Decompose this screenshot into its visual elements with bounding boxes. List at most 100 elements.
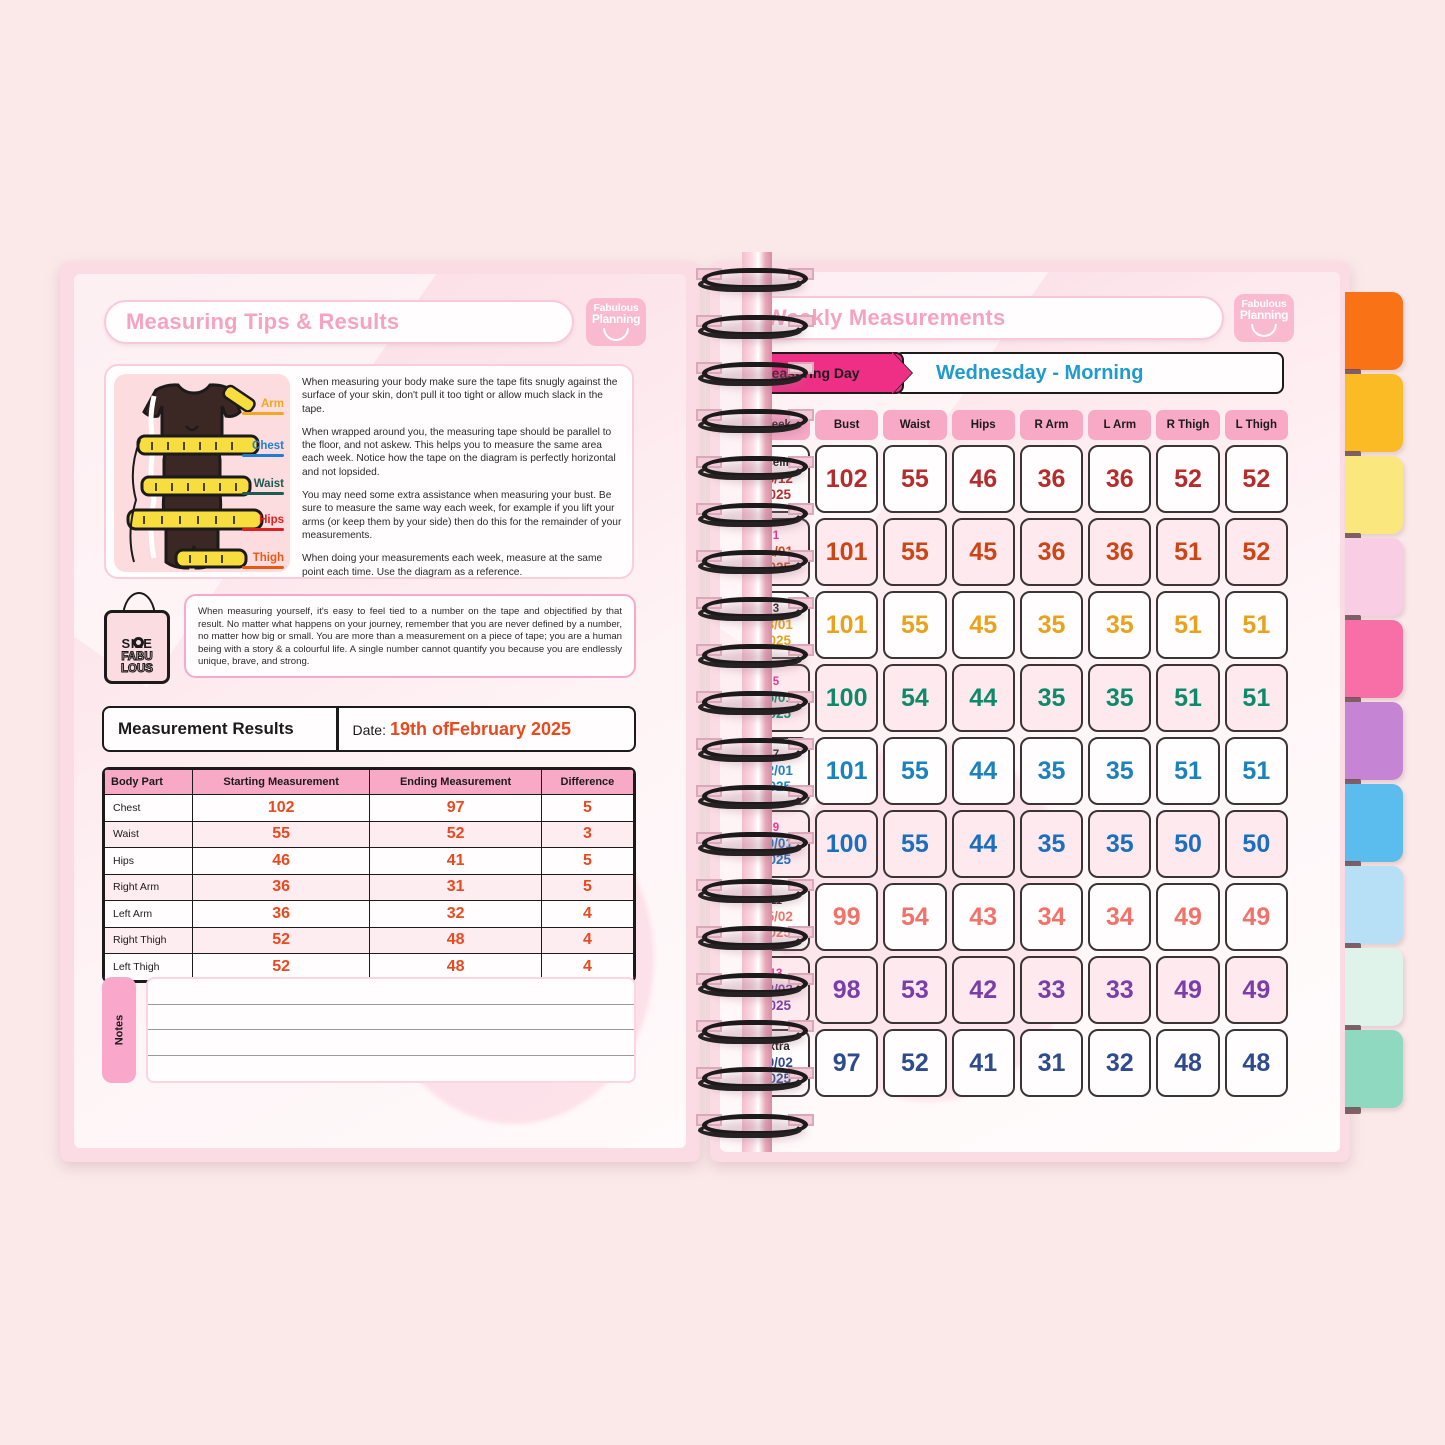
weekly-value-cell[interactable]: 48 [1224, 1029, 1288, 1097]
notes-line[interactable] [148, 979, 634, 1005]
results-start-value[interactable]: 55 [191, 820, 371, 848]
results-start-value[interactable]: 46 [191, 847, 371, 875]
weekly-value-cell[interactable]: 55 [883, 518, 947, 586]
weekly-value-cell[interactable]: 101 [815, 737, 879, 805]
results-diff-value[interactable]: 3 [540, 820, 634, 848]
weekly-value-cell[interactable]: 49 [1156, 883, 1220, 951]
weekly-value-cell[interactable]: 42 [951, 956, 1015, 1024]
weekly-value-cell[interactable]: 52 [1224, 518, 1288, 586]
weekly-value-cell[interactable]: 34 [1088, 883, 1152, 951]
weekly-value-cell[interactable]: 52 [883, 1029, 947, 1097]
weekly-value-cell[interactable]: 50 [1224, 810, 1288, 878]
weekly-value-cell[interactable]: 52 [1156, 445, 1220, 513]
results-diff-value[interactable]: 4 [540, 953, 634, 981]
weekly-value-cell[interactable]: 97 [815, 1029, 879, 1097]
weekly-value-cell[interactable]: 51 [1224, 664, 1288, 732]
weekly-value-cell[interactable]: 35 [1088, 664, 1152, 732]
weekly-value-cell[interactable]: 35 [1019, 591, 1084, 659]
results-end-value[interactable]: 31 [369, 873, 542, 901]
weekly-value-cell[interactable]: 55 [883, 810, 947, 878]
side-tab-5[interactable] [1345, 620, 1403, 704]
notes-line[interactable] [148, 1030, 634, 1056]
results-start-value[interactable]: 102 [191, 794, 371, 822]
side-tab-10[interactable] [1345, 1030, 1403, 1114]
results-diff-value[interactable]: 5 [540, 873, 634, 901]
weekly-value-cell[interactable]: 101 [815, 591, 879, 659]
weekly-value-cell[interactable]: 36 [1088, 445, 1152, 513]
weekly-value-cell[interactable]: 35 [1088, 591, 1152, 659]
weekly-value-cell[interactable]: 45 [951, 518, 1015, 586]
results-diff-value[interactable]: 5 [540, 847, 634, 875]
measuring-day-value-field[interactable]: Wednesday - Morning [894, 352, 1284, 394]
weekly-value-cell[interactable]: 35 [1019, 737, 1084, 805]
weekly-value-cell[interactable]: 49 [1156, 956, 1220, 1024]
weekly-value-cell[interactable]: 33 [1088, 956, 1152, 1024]
weekly-value-cell[interactable]: 33 [1019, 956, 1084, 1024]
weekly-value-cell[interactable]: 36 [1019, 445, 1084, 513]
results-diff-value[interactable]: 5 [540, 794, 634, 822]
side-tab-2[interactable] [1345, 374, 1403, 458]
results-end-value[interactable]: 32 [369, 900, 542, 928]
weekly-value-cell[interactable]: 35 [1019, 810, 1084, 878]
results-end-value[interactable]: 48 [369, 953, 542, 981]
weekly-value-cell[interactable]: 51 [1156, 591, 1220, 659]
side-tab-6[interactable] [1345, 702, 1403, 786]
measurement-date[interactable]: Date: 19th ofFebruary 2025 [339, 719, 572, 740]
results-diff-value[interactable]: 4 [540, 926, 634, 954]
side-tab-8[interactable] [1345, 866, 1403, 950]
side-tab-4[interactable] [1345, 538, 1403, 622]
weekly-value-cell[interactable]: 34 [1019, 883, 1084, 951]
weekly-value-cell[interactable]: 51 [1156, 518, 1220, 586]
weekly-value-cell[interactable]: 55 [883, 445, 947, 513]
weekly-value-cell[interactable]: 35 [1019, 664, 1084, 732]
weekly-value-cell[interactable]: 99 [815, 883, 879, 951]
results-start-value[interactable]: 36 [191, 873, 371, 901]
weekly-value-cell[interactable]: 44 [951, 664, 1015, 732]
weekly-value-cell[interactable]: 46 [951, 445, 1015, 513]
side-tab-1[interactable] [1345, 292, 1403, 376]
weekly-value-cell[interactable]: 44 [951, 737, 1015, 805]
weekly-value-cell[interactable]: 36 [1088, 518, 1152, 586]
weekly-value-cell[interactable]: 100 [815, 664, 879, 732]
weekly-value-cell[interactable]: 35 [1088, 810, 1152, 878]
weekly-value-cell[interactable]: 35 [1088, 737, 1152, 805]
side-tab-9[interactable] [1345, 948, 1403, 1032]
results-start-value[interactable]: 52 [191, 926, 371, 954]
weekly-value-cell[interactable]: 48 [1156, 1029, 1220, 1097]
weekly-value-cell[interactable]: 43 [951, 883, 1015, 951]
notes-line[interactable] [148, 1005, 634, 1030]
results-end-value[interactable]: 41 [369, 847, 542, 875]
weekly-value-cell[interactable]: 51 [1224, 737, 1288, 805]
weekly-value-cell[interactable]: 55 [883, 591, 947, 659]
notes-line[interactable] [148, 1056, 634, 1082]
weekly-value-cell[interactable]: 50 [1156, 810, 1220, 878]
weekly-value-cell[interactable]: 53 [883, 956, 947, 1024]
results-end-value[interactable]: 52 [369, 820, 542, 848]
results-diff-value[interactable]: 4 [540, 900, 634, 928]
weekly-value-cell[interactable]: 54 [883, 664, 947, 732]
weekly-value-cell[interactable]: 51 [1156, 664, 1220, 732]
weekly-value-cell[interactable]: 55 [883, 737, 947, 805]
results-start-value[interactable]: 36 [191, 900, 371, 928]
results-end-value[interactable]: 48 [369, 926, 542, 954]
weekly-value-cell[interactable]: 102 [815, 445, 879, 513]
weekly-value-cell[interactable]: 51 [1156, 737, 1220, 805]
weekly-value-cell[interactable]: 52 [1224, 445, 1288, 513]
weekly-value-cell[interactable]: 49 [1224, 883, 1288, 951]
weekly-value-cell[interactable]: 51 [1224, 591, 1288, 659]
weekly-value-cell[interactable]: 31 [1019, 1029, 1084, 1097]
weekly-value-cell[interactable]: 101 [815, 518, 879, 586]
notes-lines[interactable] [146, 977, 636, 1083]
weekly-value-cell[interactable]: 45 [951, 591, 1015, 659]
side-tab-3[interactable] [1345, 456, 1403, 540]
weekly-value-cell[interactable]: 54 [883, 883, 947, 951]
weekly-value-cell[interactable]: 44 [951, 810, 1015, 878]
weekly-value-cell[interactable]: 100 [815, 810, 879, 878]
weekly-value-cell[interactable]: 49 [1224, 956, 1288, 1024]
results-end-value[interactable]: 97 [369, 794, 542, 822]
weekly-value-cell[interactable]: 32 [1088, 1029, 1152, 1097]
side-tab-7[interactable] [1345, 784, 1403, 868]
weekly-value-cell[interactable]: 36 [1019, 518, 1084, 586]
weekly-value-cell[interactable]: 98 [815, 956, 879, 1024]
weekly-value-cell[interactable]: 41 [951, 1029, 1015, 1097]
